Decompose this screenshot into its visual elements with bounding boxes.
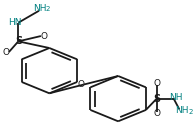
- Text: 2: 2: [188, 109, 193, 115]
- Text: O: O: [78, 80, 85, 89]
- Text: NH: NH: [169, 93, 183, 102]
- Text: S: S: [153, 94, 160, 104]
- Text: NH: NH: [175, 106, 189, 115]
- Text: O: O: [153, 109, 160, 118]
- Text: O: O: [153, 79, 160, 88]
- Text: HN: HN: [8, 18, 22, 27]
- Text: S: S: [15, 36, 22, 46]
- Text: O: O: [3, 47, 10, 57]
- Text: 2: 2: [45, 6, 50, 12]
- Text: O: O: [40, 32, 47, 41]
- Text: NH: NH: [33, 4, 47, 13]
